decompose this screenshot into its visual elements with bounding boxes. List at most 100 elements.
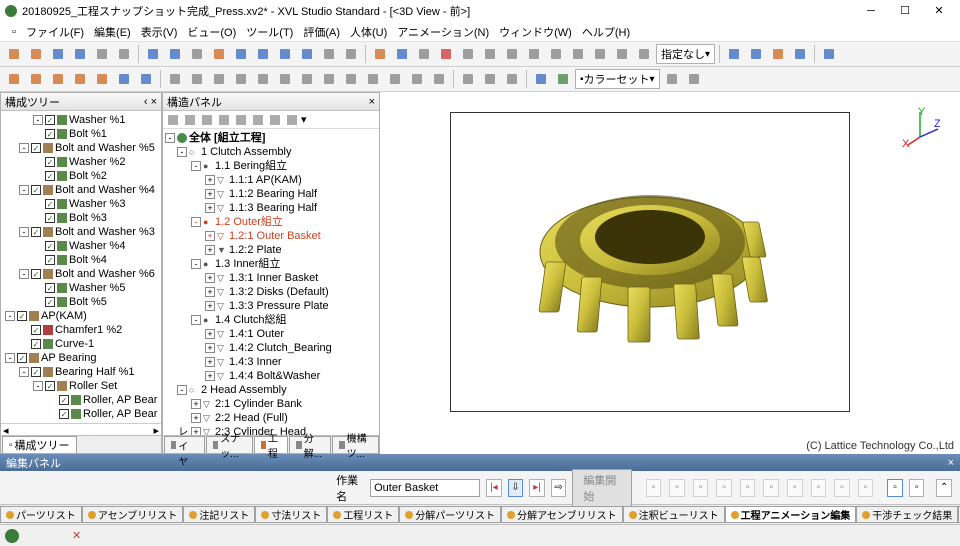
- bottom-tab[interactable]: 分解パーツリスト: [399, 506, 501, 523]
- tree-node[interactable]: ✓Washer %4: [1, 239, 161, 253]
- mid-tab[interactable]: レイヤ: [164, 436, 205, 453]
- tree-node[interactable]: ✓Chamfer1 %2: [1, 323, 161, 337]
- work-tool-button[interactable]: ▫: [887, 479, 903, 497]
- tree-node[interactable]: ✓Bolt %3: [1, 211, 161, 225]
- tree-node[interactable]: -✓AP(KAM): [1, 309, 161, 323]
- toolbar-button[interactable]: [319, 44, 339, 64]
- tree-node[interactable]: -●1.3 Inner組立: [163, 257, 379, 271]
- panel-tool-button[interactable]: [250, 112, 266, 128]
- mid-tree[interactable]: -全体 [組立工程] -○1 Clutch Assembly-●1.1 Beri…: [163, 129, 379, 435]
- toolbar-button[interactable]: [531, 69, 551, 89]
- toolbar-button[interactable]: [136, 69, 156, 89]
- toolbar-button[interactable]: [662, 69, 682, 89]
- menu-item[interactable]: アニメーション(N): [393, 22, 493, 42]
- panel-tool-button[interactable]: [182, 112, 198, 128]
- tree-node[interactable]: +▽1.1:2 Bearing Half: [163, 187, 379, 201]
- toolbar-button[interactable]: [231, 44, 251, 64]
- toolbar-button[interactable]: [436, 44, 456, 64]
- work-tool-button[interactable]: ▫: [763, 479, 779, 497]
- menu-item[interactable]: 人体(U): [346, 22, 391, 42]
- toolbar-button[interactable]: [253, 69, 273, 89]
- first-button[interactable]: |◂: [486, 479, 502, 497]
- tree-node[interactable]: ✓Roller, AP Bear: [1, 407, 161, 421]
- panel-tool-button[interactable]: [199, 112, 215, 128]
- toolbar-button[interactable]: [363, 69, 383, 89]
- toolbar-button[interactable]: [4, 69, 24, 89]
- toolbar-button[interactable]: [480, 69, 500, 89]
- toolbar-button[interactable]: [724, 44, 744, 64]
- colorset-dropdown[interactable]: ▪ カラーセット ▾: [575, 69, 660, 89]
- work-tool-button[interactable]: ▫: [834, 479, 850, 497]
- tree-node[interactable]: -●1.1 Bering組立: [163, 159, 379, 173]
- toolbar-button[interactable]: [187, 69, 207, 89]
- left-scroll[interactable]: ◂▸: [1, 423, 161, 435]
- toolbar-button[interactable]: [612, 44, 632, 64]
- toolbar-button[interactable]: [231, 69, 251, 89]
- toolbar-button[interactable]: [275, 69, 295, 89]
- toolbar-button[interactable]: [275, 44, 295, 64]
- toolbar-button[interactable]: [341, 44, 361, 64]
- toolbar-button[interactable]: [70, 69, 90, 89]
- tree-node[interactable]: +▽1.4:4 Bolt&Washer: [163, 369, 379, 383]
- toolbar-button[interactable]: [209, 44, 229, 64]
- toolbar-button[interactable]: [385, 69, 405, 89]
- panel-tool-button[interactable]: [165, 112, 181, 128]
- toolbar-button[interactable]: [634, 44, 654, 64]
- tree-root[interactable]: -全体 [組立工程]: [163, 131, 379, 145]
- edit-panel-close-icon[interactable]: ×: [948, 457, 954, 469]
- toolbar-button[interactable]: [553, 69, 573, 89]
- tree-node[interactable]: +▽1.1:1 AP(KAM): [163, 173, 379, 187]
- toolbar-button[interactable]: [392, 44, 412, 64]
- toolbar-button[interactable]: [370, 44, 390, 64]
- toolbar-button[interactable]: [319, 69, 339, 89]
- tree-node[interactable]: ✓Bolt %2: [1, 169, 161, 183]
- panel-tool-button[interactable]: [233, 112, 249, 128]
- toolbar-button[interactable]: [768, 44, 788, 64]
- next-button[interactable]: ▸|: [529, 479, 545, 497]
- toolbar-button[interactable]: [114, 69, 134, 89]
- tree-node[interactable]: -●1.4 Clutch総組: [163, 313, 379, 327]
- toolbar-button[interactable]: [524, 44, 544, 64]
- menu-item[interactable]: ビュー(O): [183, 22, 240, 42]
- tree-node[interactable]: +▽1.4:2 Clutch_Bearing: [163, 341, 379, 355]
- status-close-icon[interactable]: ✕: [72, 529, 81, 542]
- tree-node[interactable]: -✓AP Bearing: [1, 351, 161, 365]
- tree-node[interactable]: -✓Bolt and Washer %4: [1, 183, 161, 197]
- prev-button[interactable]: ⇩: [508, 479, 524, 497]
- toolbar-button[interactable]: [297, 69, 317, 89]
- bottom-tab[interactable]: 工程アニメーション編集: [725, 506, 857, 523]
- work-tool-button[interactable]: ▫: [716, 479, 732, 497]
- mid-tab[interactable]: 工程: [254, 436, 288, 453]
- tree-node[interactable]: ✓Bolt %4: [1, 253, 161, 267]
- toolbar-button[interactable]: [26, 44, 46, 64]
- bottom-tab[interactable]: パーツリスト: [0, 506, 82, 523]
- left-tree[interactable]: -✓Washer %1✓Bolt %1-✓Bolt and Washer %5✓…: [1, 111, 161, 423]
- tree-node[interactable]: -✓Bolt and Washer %3: [1, 225, 161, 239]
- close-button[interactable]: ✕: [922, 1, 956, 21]
- panel-tool-button[interactable]: [216, 112, 232, 128]
- menu-item[interactable]: ツール(T): [242, 22, 297, 42]
- menu-item[interactable]: ウィンドウ(W): [495, 22, 576, 42]
- panel-pin-icon[interactable]: ‹ ×: [144, 96, 157, 108]
- tree-node[interactable]: +▽1.3:1 Inner Basket: [163, 271, 379, 285]
- tree-node[interactable]: -○1 Clutch Assembly: [163, 145, 379, 159]
- work-tool-button[interactable]: ▫: [740, 479, 756, 497]
- toolbar-button[interactable]: [114, 44, 134, 64]
- bottom-tab[interactable]: 注釈ビューリスト: [623, 506, 725, 523]
- mid-tab[interactable]: スナッ...: [206, 436, 253, 453]
- toolbar-button[interactable]: [590, 44, 610, 64]
- menu-item[interactable]: 評価(A): [299, 22, 344, 42]
- toolbar-button[interactable]: [165, 69, 185, 89]
- toolbar-button[interactable]: [502, 44, 522, 64]
- work-tool-button[interactable]: ▫: [811, 479, 827, 497]
- bottom-tab[interactable]: 工程リスト: [327, 506, 399, 523]
- toolbar-button[interactable]: [70, 44, 90, 64]
- maximize-button[interactable]: ☐: [888, 1, 922, 21]
- panel-tool-button[interactable]: [284, 112, 300, 128]
- tree-node[interactable]: -✓Bolt and Washer %6: [1, 267, 161, 281]
- tree-node[interactable]: -○2 Head Assembly: [163, 383, 379, 397]
- bottom-tab[interactable]: 分解アセンブリリスト: [501, 506, 623, 523]
- tree-node[interactable]: ✓Washer %3: [1, 197, 161, 211]
- work-tool-button[interactable]: ▫: [787, 479, 803, 497]
- toolbar-button[interactable]: [48, 44, 68, 64]
